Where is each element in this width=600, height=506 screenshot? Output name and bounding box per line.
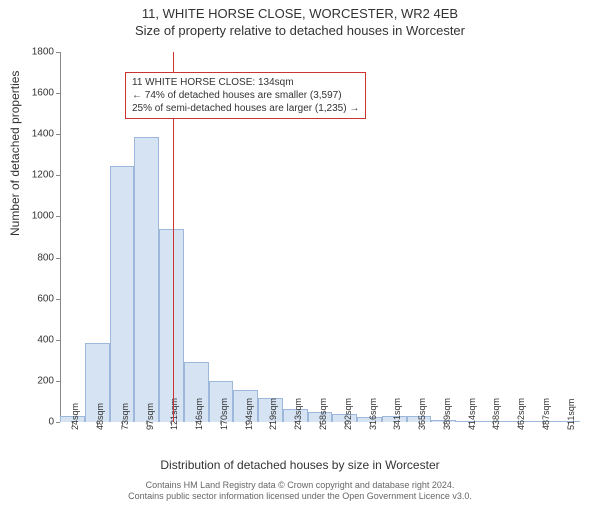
y-tick-label: 1200 <box>14 170 54 181</box>
annotation-box: 11 WHITE HORSE CLOSE: 134sqm← 74% of det… <box>125 72 366 119</box>
histogram-bar <box>110 166 135 422</box>
y-tick-label: 400 <box>14 334 54 345</box>
footer-line2: Contains public sector information licen… <box>0 491 600 502</box>
y-tick-label: 1800 <box>14 47 54 58</box>
y-tick-label: 0 <box>14 417 54 428</box>
y-tick <box>56 422 60 423</box>
y-tick <box>56 175 60 176</box>
plot-area: 02004006008001000120014001600180024sqm48… <box>60 52 580 422</box>
x-axis-label: Distribution of detached houses by size … <box>0 458 600 472</box>
footer-attribution: Contains HM Land Registry data © Crown c… <box>0 480 600 502</box>
y-tick-label: 200 <box>14 375 54 386</box>
footer-line1: Contains HM Land Registry data © Crown c… <box>0 480 600 491</box>
y-tick <box>56 216 60 217</box>
y-tick <box>56 340 60 341</box>
y-tick <box>56 258 60 259</box>
y-tick-label: 1400 <box>14 129 54 140</box>
annotation-line: 11 WHITE HORSE CLOSE: 134sqm <box>132 76 359 89</box>
annotation-line: ← 74% of detached houses are smaller (3,… <box>132 89 359 102</box>
chart-title-address: 11, WHITE HORSE CLOSE, WORCESTER, WR2 4E… <box>0 6 600 21</box>
y-tick-label: 800 <box>14 252 54 263</box>
histogram-bar <box>134 137 159 422</box>
chart-title-desc: Size of property relative to detached ho… <box>0 23 600 38</box>
y-tick-label: 1000 <box>14 211 54 222</box>
y-tick <box>56 93 60 94</box>
y-tick <box>56 134 60 135</box>
histogram-bar <box>159 229 184 422</box>
y-tick-label: 1600 <box>14 88 54 99</box>
y-tick <box>56 299 60 300</box>
y-tick <box>56 381 60 382</box>
y-axis-line <box>60 52 61 422</box>
y-tick <box>56 52 60 53</box>
y-tick-label: 600 <box>14 293 54 304</box>
chart-area: 02004006008001000120014001600180024sqm48… <box>60 52 580 422</box>
annotation-line: 25% of semi-detached houses are larger (… <box>132 102 359 115</box>
